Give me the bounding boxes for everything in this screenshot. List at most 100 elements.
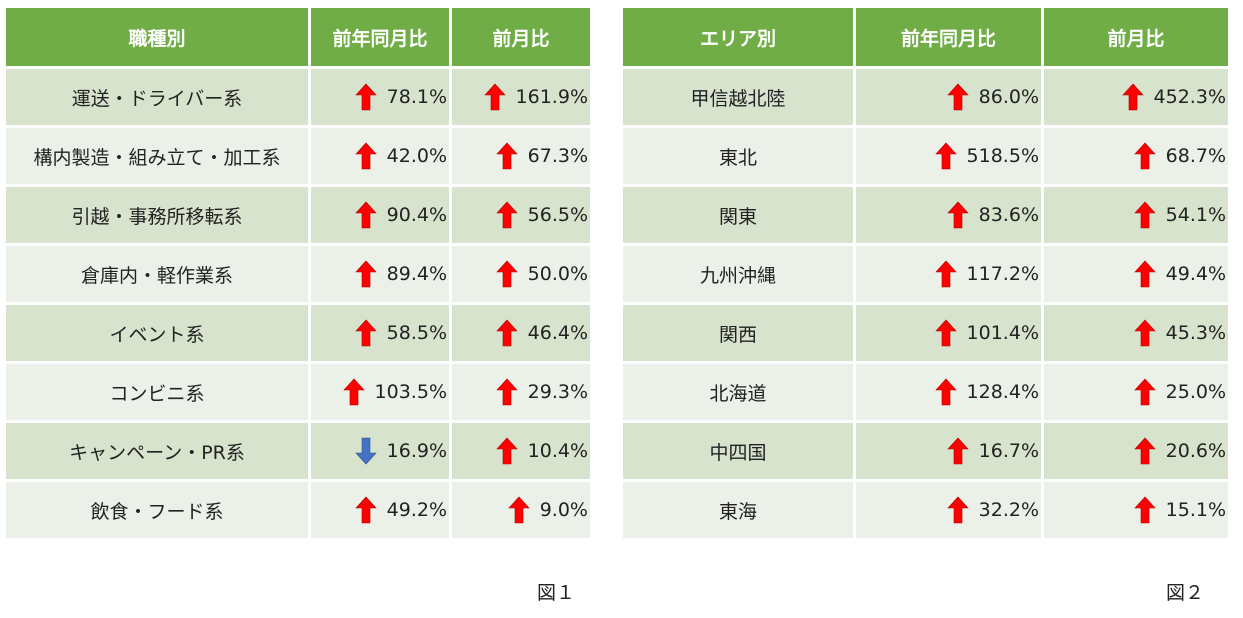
row-label: 引越・事務所移転系 — [3, 184, 311, 246]
table-row: 甲信越北陸 86.0% 452.3% — [620, 66, 1231, 128]
arrow-up-icon — [354, 83, 377, 111]
yoy-value: 518.5% — [966, 145, 1039, 167]
table-row: 北海道 128.4% 25.0% — [620, 361, 1231, 423]
arrow-up-icon — [934, 260, 957, 288]
yoy-cell: 518.5% — [853, 125, 1044, 187]
figure-caption-1: 図１ — [537, 582, 576, 604]
arrow-up-icon — [946, 437, 969, 465]
arrow-up-icon — [354, 201, 377, 229]
row-label: 東北 — [620, 125, 856, 187]
arrow-up-icon — [934, 378, 957, 406]
yoy-cell: 90.4% — [308, 184, 452, 246]
arrow-up-icon — [1133, 260, 1156, 288]
mom-cell: 67.3% — [449, 125, 593, 187]
yoy-value: 90.4% — [386, 204, 447, 226]
mom-cell: 49.4% — [1041, 243, 1231, 305]
mom-cell: 50.0% — [449, 243, 593, 305]
yoy-value: 101.4% — [966, 322, 1039, 344]
arrow-up-icon — [495, 142, 518, 170]
job-category-table: 職種別 前年同月比 前月比 運送・ドライバー系 78.1% 161.9% 構内製造・組… — [3, 5, 593, 541]
row-label: イベント系 — [3, 302, 311, 364]
mom-cell: 9.0% — [449, 479, 593, 541]
mom-cell: 56.5% — [449, 184, 593, 246]
yoy-cell: 101.4% — [853, 302, 1044, 364]
yoy-value: 128.4% — [966, 381, 1039, 403]
arrow-up-icon — [946, 201, 969, 229]
arrow-up-icon — [946, 496, 969, 524]
yoy-value: 49.2% — [386, 499, 447, 521]
yoy-cell: 42.0% — [308, 125, 452, 187]
header-yoy: 前年同月比 — [853, 5, 1044, 69]
row-label: 運送・ドライバー系 — [3, 66, 311, 128]
yoy-value: 117.2% — [966, 263, 1039, 285]
yoy-cell: 89.4% — [308, 243, 452, 305]
arrow-up-icon — [1133, 142, 1156, 170]
arrow-up-icon — [934, 142, 957, 170]
arrow-up-icon — [1133, 496, 1156, 524]
table-row: 中四国 16.7% 20.6% — [620, 420, 1231, 482]
mom-value: 46.4% — [527, 322, 588, 344]
mom-value: 9.0% — [539, 499, 588, 521]
arrow-up-icon — [1133, 319, 1156, 347]
arrow-up-icon — [508, 496, 530, 524]
mom-value: 20.6% — [1165, 440, 1226, 462]
arrow-up-icon — [483, 83, 506, 111]
arrow-up-icon — [354, 142, 377, 170]
mom-value: 68.7% — [1165, 145, 1226, 167]
header-mom: 前月比 — [1041, 5, 1231, 69]
yoy-cell: 86.0% — [853, 66, 1044, 128]
table-row: 関東 83.6% 54.1% — [620, 184, 1231, 246]
yoy-value: 16.7% — [978, 440, 1039, 462]
arrow-up-icon — [342, 378, 365, 406]
arrow-up-icon — [495, 378, 518, 406]
mom-cell: 10.4% — [449, 420, 593, 482]
mom-cell: 25.0% — [1041, 361, 1231, 423]
mom-cell: 46.4% — [449, 302, 593, 364]
arrow-up-icon — [1121, 83, 1144, 111]
arrow-up-icon — [495, 319, 518, 347]
yoy-value: 32.2% — [978, 499, 1039, 521]
yoy-value: 103.5% — [374, 381, 447, 403]
mom-cell: 45.3% — [1041, 302, 1231, 364]
header-area: エリア別 — [620, 5, 856, 69]
row-label: 関東 — [620, 184, 856, 246]
arrow-up-icon — [1133, 378, 1156, 406]
yoy-cell: 49.2% — [308, 479, 452, 541]
arrow-up-icon — [946, 83, 969, 111]
header-yoy: 前年同月比 — [308, 5, 452, 69]
yoy-value: 83.6% — [978, 204, 1039, 226]
arrow-up-icon — [354, 260, 377, 288]
yoy-cell: 128.4% — [853, 361, 1044, 423]
arrow-up-icon — [495, 260, 518, 288]
yoy-cell: 58.5% — [308, 302, 452, 364]
table-row: 東北 518.5% 68.7% — [620, 125, 1231, 187]
yoy-value: 42.0% — [386, 145, 447, 167]
header-row: 職種別 前年同月比 前月比 — [3, 5, 593, 69]
yoy-value: 89.4% — [386, 263, 447, 285]
arrow-up-icon — [495, 437, 518, 465]
yoy-cell: 16.9% — [308, 420, 452, 482]
table-row: 東海 32.2% 15.1% — [620, 479, 1231, 541]
mom-value: 25.0% — [1165, 381, 1226, 403]
row-label: 九州沖縄 — [620, 243, 856, 305]
mom-cell: 161.9% — [449, 66, 593, 128]
mom-value: 67.3% — [527, 145, 588, 167]
header-row: エリア別 前年同月比 前月比 — [620, 5, 1231, 69]
table-row: 関西 101.4% 45.3% — [620, 302, 1231, 364]
mom-value: 56.5% — [527, 204, 588, 226]
yoy-cell: 32.2% — [853, 479, 1044, 541]
arrow-up-icon — [354, 496, 377, 524]
mom-cell: 68.7% — [1041, 125, 1231, 187]
yoy-cell: 78.1% — [308, 66, 452, 128]
table-row: 九州沖縄 117.2% 49.4% — [620, 243, 1231, 305]
arrow-down-icon — [354, 437, 377, 465]
figure-caption-2: 図２ — [1166, 582, 1205, 604]
row-label: 飲食・フード系 — [3, 479, 311, 541]
mom-value: 15.1% — [1165, 499, 1226, 521]
yoy-value: 58.5% — [386, 322, 447, 344]
table-row: イベント系 58.5% 46.4% — [3, 302, 593, 364]
mom-value: 29.3% — [527, 381, 588, 403]
row-label: キャンペーン・PR系 — [3, 420, 311, 482]
arrow-up-icon — [495, 201, 518, 229]
yoy-value: 16.9% — [386, 440, 447, 462]
